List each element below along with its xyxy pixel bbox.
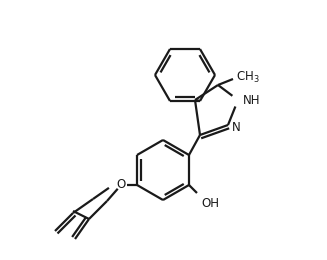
Text: OH: OH: [201, 197, 219, 210]
Text: O: O: [116, 179, 126, 192]
Text: N: N: [232, 120, 241, 133]
Text: CH$_3$: CH$_3$: [236, 69, 260, 84]
Text: NH: NH: [243, 94, 261, 107]
